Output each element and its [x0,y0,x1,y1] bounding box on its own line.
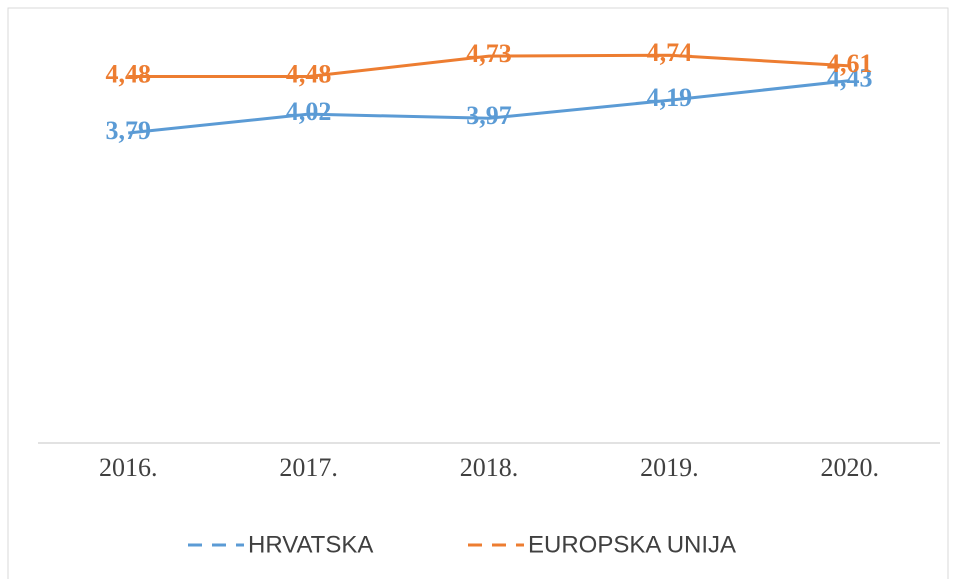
data-label: 4,74 [647,38,693,67]
series-line [128,79,850,135]
x-tick-label: 2018. [460,453,519,482]
x-tick-label: 2020. [821,453,880,482]
data-label: 4,43 [827,64,873,93]
data-label: 4,48 [105,60,151,89]
series-line [128,53,850,79]
data-label: 3,97 [466,101,512,130]
x-tick-label: 2016. [99,453,158,482]
data-label: 4,73 [466,39,512,68]
data-label: 4,02 [286,97,332,126]
data-label: 4,61 [827,49,873,78]
data-label: 4,48 [286,60,332,89]
legend-label: EUROPSKA UNIJA [528,531,736,558]
data-label: 3,79 [105,116,151,145]
data-label: 4,19 [647,83,693,112]
x-tick-label: 2017. [279,453,338,482]
legend-label: HRVATSKA [248,531,373,558]
chart-frame [7,7,949,579]
x-tick-label: 2019. [640,453,699,482]
